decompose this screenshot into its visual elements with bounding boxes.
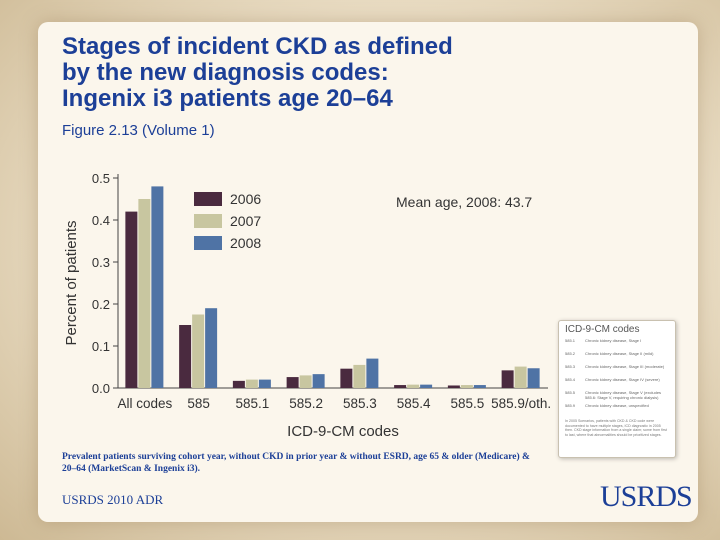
legend-label: 2007 xyxy=(230,213,261,229)
mean-age-annotation: Mean age, 2008: 43.7 xyxy=(396,194,532,210)
code-description: Chronic kidney disease, Stage II (mild) xyxy=(585,351,654,356)
x-tick-label: All codes xyxy=(117,396,172,411)
bar xyxy=(125,211,138,388)
x-tick-label: 585.2 xyxy=(289,396,323,411)
bar xyxy=(299,375,312,388)
y-tick-label: 0.5 xyxy=(92,171,110,186)
title-line-1: Stages of incident CKD as defined xyxy=(62,33,453,60)
bar xyxy=(205,308,218,388)
y-tick-label: 0.1 xyxy=(92,339,110,354)
bar xyxy=(138,199,151,388)
bar xyxy=(245,379,258,388)
x-tick-label: 585.3 xyxy=(343,396,377,411)
y-tick-label: 0.4 xyxy=(92,213,110,228)
bar xyxy=(258,379,271,388)
bar xyxy=(366,358,379,388)
legend-swatch xyxy=(194,214,222,228)
legend-label: 2008 xyxy=(230,235,261,251)
bar xyxy=(460,385,473,388)
bar xyxy=(232,380,245,388)
code-panel-title: ICD-9-CM codes xyxy=(565,324,640,335)
bar xyxy=(286,377,299,388)
bar-chart: 0.0 0.1 0.2 0.3 0.4 0.5 All codes 585 585.1 585.2… xyxy=(63,171,551,440)
bar xyxy=(407,384,420,388)
legend-swatch xyxy=(194,192,222,206)
title-line-3: Ingenix i3 patients age 20–64 xyxy=(62,85,393,112)
y-tick-label: 0.3 xyxy=(92,255,110,270)
bar xyxy=(514,366,527,388)
source-label: USRDS 2010 ADR xyxy=(62,492,164,507)
bar xyxy=(447,385,460,388)
code-description: Chronic kidney disease, unspecified xyxy=(585,403,649,408)
bar xyxy=(151,186,164,388)
x-tick-label: 585 xyxy=(187,396,210,411)
code-panel-note: In 2005 Scenarios, patients with CKD & C… xyxy=(565,419,667,437)
x-tick-label: 585.1 xyxy=(235,396,269,411)
bar xyxy=(473,385,486,388)
bar xyxy=(312,374,325,388)
code-value: 585.2 xyxy=(565,351,576,356)
code-description: Chronic kidney disease, Stage V (exclude… xyxy=(585,390,662,400)
code-value: 585.5 xyxy=(565,390,576,395)
footnote: Prevalent patients surviving cohort year… xyxy=(62,452,530,474)
bar xyxy=(340,368,353,388)
figure-subtitle: Figure 2.13 (Volume 1) xyxy=(62,122,215,139)
slide-title: Stages of incident CKD as defined by the… xyxy=(62,34,622,112)
usrds-logo: USRDS xyxy=(600,480,693,513)
icd-code-panel: ICD-9-CM codes 585.1 Chronic kidney disea… xyxy=(558,320,676,458)
x-tick-label: 585.5 xyxy=(450,396,484,411)
code-value: 585.1 xyxy=(565,338,576,343)
bar xyxy=(192,314,205,388)
code-description: Chronic kidney disease, Stage I xyxy=(585,338,642,343)
bar xyxy=(501,370,514,388)
x-tick-label: 585.4 xyxy=(397,396,431,411)
y-axis-label: Percent of patients xyxy=(63,220,80,345)
code-value: 585.9 xyxy=(565,403,576,408)
bar xyxy=(394,385,407,388)
code-value: 585.3 xyxy=(565,364,576,369)
legend-label: 2006 xyxy=(230,191,261,207)
code-description: Chronic kidney disease, Stage III (moder… xyxy=(585,364,665,369)
bar xyxy=(420,384,433,388)
bar xyxy=(353,364,366,388)
code-value: 585.4 xyxy=(565,377,576,382)
bar xyxy=(179,325,192,388)
y-tick-label: 0.0 xyxy=(92,381,110,396)
title-line-2: by the new diagnosis codes: xyxy=(62,59,389,86)
x-axis-label: ICD-9-CM codes xyxy=(287,423,399,440)
x-tick-label: 585.9/oth. xyxy=(491,396,551,411)
legend-swatch xyxy=(194,236,222,250)
y-tick-label: 0.2 xyxy=(92,297,110,312)
bar xyxy=(527,368,540,388)
code-description: Chronic kidney disease, Stage IV (severe… xyxy=(585,377,660,382)
